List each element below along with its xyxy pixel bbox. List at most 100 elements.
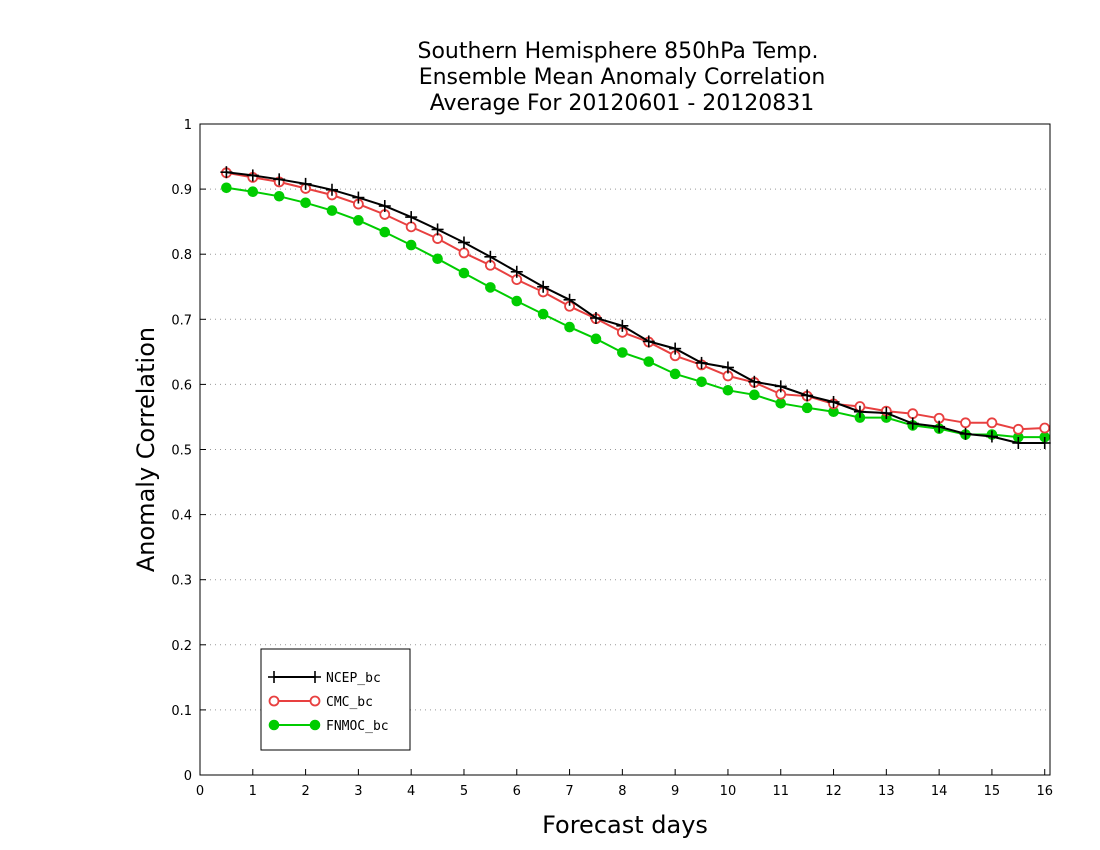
y-tick-label-8: 0.8 [171,248,192,263]
point-FNMOC_bc-22 [801,402,813,414]
point-FNMOC_bc-14 [590,333,602,345]
point-FNMOC_bc-3 [300,197,311,209]
y-tick-label-4: 0.4 [171,509,192,524]
x-tick-label-11: 11 [772,784,789,799]
point-NCEP_bc-12 [537,280,550,293]
point-FNMOC_bc-16 [643,356,655,367]
x-tick-label-3: 3 [354,784,362,799]
x-tick-label-6: 6 [513,784,521,799]
point-NCEP_bc-24 [853,405,866,418]
point-NCEP_bc-26 [906,417,919,430]
legend-marker-start-NCEP_bc [268,671,280,683]
legend-label-CMC_bc: CMC_bc [326,695,373,710]
point-CMC_bc-31 [1039,422,1051,434]
x-tick-label-4: 4 [407,784,415,799]
legend-label-FNMOC_bc: FNMOC_bc [326,719,389,734]
point-NCEP_bc-28 [959,427,972,440]
x-tick-label-1: 1 [249,784,257,799]
x-tick-label-2: 2 [301,784,309,799]
y-tick-label-10: 1 [184,118,192,133]
x-tick-label-13: 13 [878,784,895,799]
grid-lines [200,188,1050,711]
point-NCEP_bc-21 [774,380,787,393]
x-tick-label-5: 5 [460,784,468,799]
point-NCEP_bc-5 [352,191,365,204]
point-FNMOC_bc-1 [247,186,259,198]
y-tick-label-1: 0.1 [171,704,192,719]
series-area [220,166,1051,449]
y-tick-label-0: 0 [184,769,192,784]
y-tick-label-5: 0.5 [171,444,192,459]
legend-item-NCEP_bc: NCEP_bc [268,671,381,686]
point-FNMOC_bc-12 [537,308,549,320]
point-FNMOC_bc-18 [696,376,707,388]
point-CMC_bc-7 [405,221,417,233]
legend-marker-end-NCEP_bc [309,671,321,683]
y-tick-label-2: 0.2 [171,639,192,654]
chart-title-line-3: Average For 20120601 - 20120831 [430,91,815,116]
point-FNMOC_bc-17 [669,368,681,380]
point-FNMOC_bc-0 [221,182,232,194]
series-line-NCEP_bc [226,171,1045,444]
point-NCEP_bc-19 [721,361,734,374]
legend-item-CMC_bc: CMC_bc [268,695,373,710]
legend-marker-end-CMC_bc [309,695,321,707]
point-NCEP_bc-31 [1038,436,1051,449]
y-tick-label-6: 0.6 [171,378,192,393]
chart-title: Southern Hemisphere 850hPa Temp. Ensembl… [418,39,826,116]
point-NCEP_bc-3 [299,177,312,190]
point-FNMOC_bc-7 [405,239,417,251]
chart-title-line-1: Southern Hemisphere 850hPa Temp. [418,39,819,64]
x-tick-label-14: 14 [931,784,948,799]
point-CMC_bc-29 [986,417,998,429]
series-line-CMC_bc [226,171,1045,431]
point-NCEP_bc-9 [457,236,470,249]
point-NCEP_bc-8 [431,223,444,236]
point-NCEP_bc-11 [510,265,523,278]
x-tick-label-12: 12 [825,784,842,799]
point-CMC_bc-28 [960,417,971,429]
point-NCEP_bc-18 [695,356,708,369]
point-FNMOC_bc-15 [617,347,628,358]
x-axis-label: Forecast days [542,811,708,839]
point-FNMOC_bc-10 [485,282,496,293]
point-FNMOC_bc-2 [273,190,285,202]
y-tick-label-9: 0.9 [171,183,192,198]
point-CMC_bc-26 [907,408,919,420]
point-FNMOC_bc-9 [458,267,470,279]
point-NCEP_bc-17 [669,342,682,355]
point-FNMOC_bc-19 [722,384,734,396]
point-NCEP_bc-7 [405,211,418,224]
point-NCEP_bc-13 [563,293,576,306]
point-NCEP_bc-29 [985,430,998,443]
point-NCEP_bc-0 [220,166,233,179]
point-NCEP_bc-14 [589,311,602,324]
point-FNMOC_bc-4 [326,205,338,216]
x-tick-label-0: 0 [196,784,204,799]
series-FNMOC_bc [221,182,1051,443]
series-NCEP_bc [220,166,1051,449]
legend-item-FNMOC_bc: FNMOC_bc [268,719,389,734]
point-FNMOC_bc-6 [379,226,391,238]
point-FNMOC_bc-20 [749,389,760,401]
x-tick-label-15: 15 [984,784,1001,799]
x-axis-ticks: 0 1 2 3 4 5 6 7 8 9 10 11 12 13 14 15 16 [196,769,1053,799]
chart-title-line-2: Ensemble Mean Anomaly Correlation [419,65,826,90]
point-NCEP_bc-27 [933,420,946,433]
legend-marker-end-FNMOC_bc [309,719,321,731]
x-tick-label-7: 7 [565,784,573,799]
point-NCEP_bc-2 [273,173,286,186]
y-tick-label-7: 0.7 [171,313,192,328]
x-tick-label-10: 10 [720,784,737,799]
legend: NCEP_bc CMC_bc FNMOC_bc [260,648,411,751]
y-tick-label-3: 0.3 [171,574,192,589]
x-tick-label-8: 8 [618,784,626,799]
point-NCEP_bc-15 [616,319,629,332]
series-line-FNMOC_bc [226,186,1045,439]
point-NCEP_bc-4 [325,183,338,196]
legend-label-NCEP_bc: NCEP_bc [326,671,381,686]
point-NCEP_bc-22 [801,389,814,402]
legend-marker-start-CMC_bc [268,695,280,707]
point-FNMOC_bc-8 [432,253,443,265]
point-FNMOC_bc-13 [564,321,575,333]
